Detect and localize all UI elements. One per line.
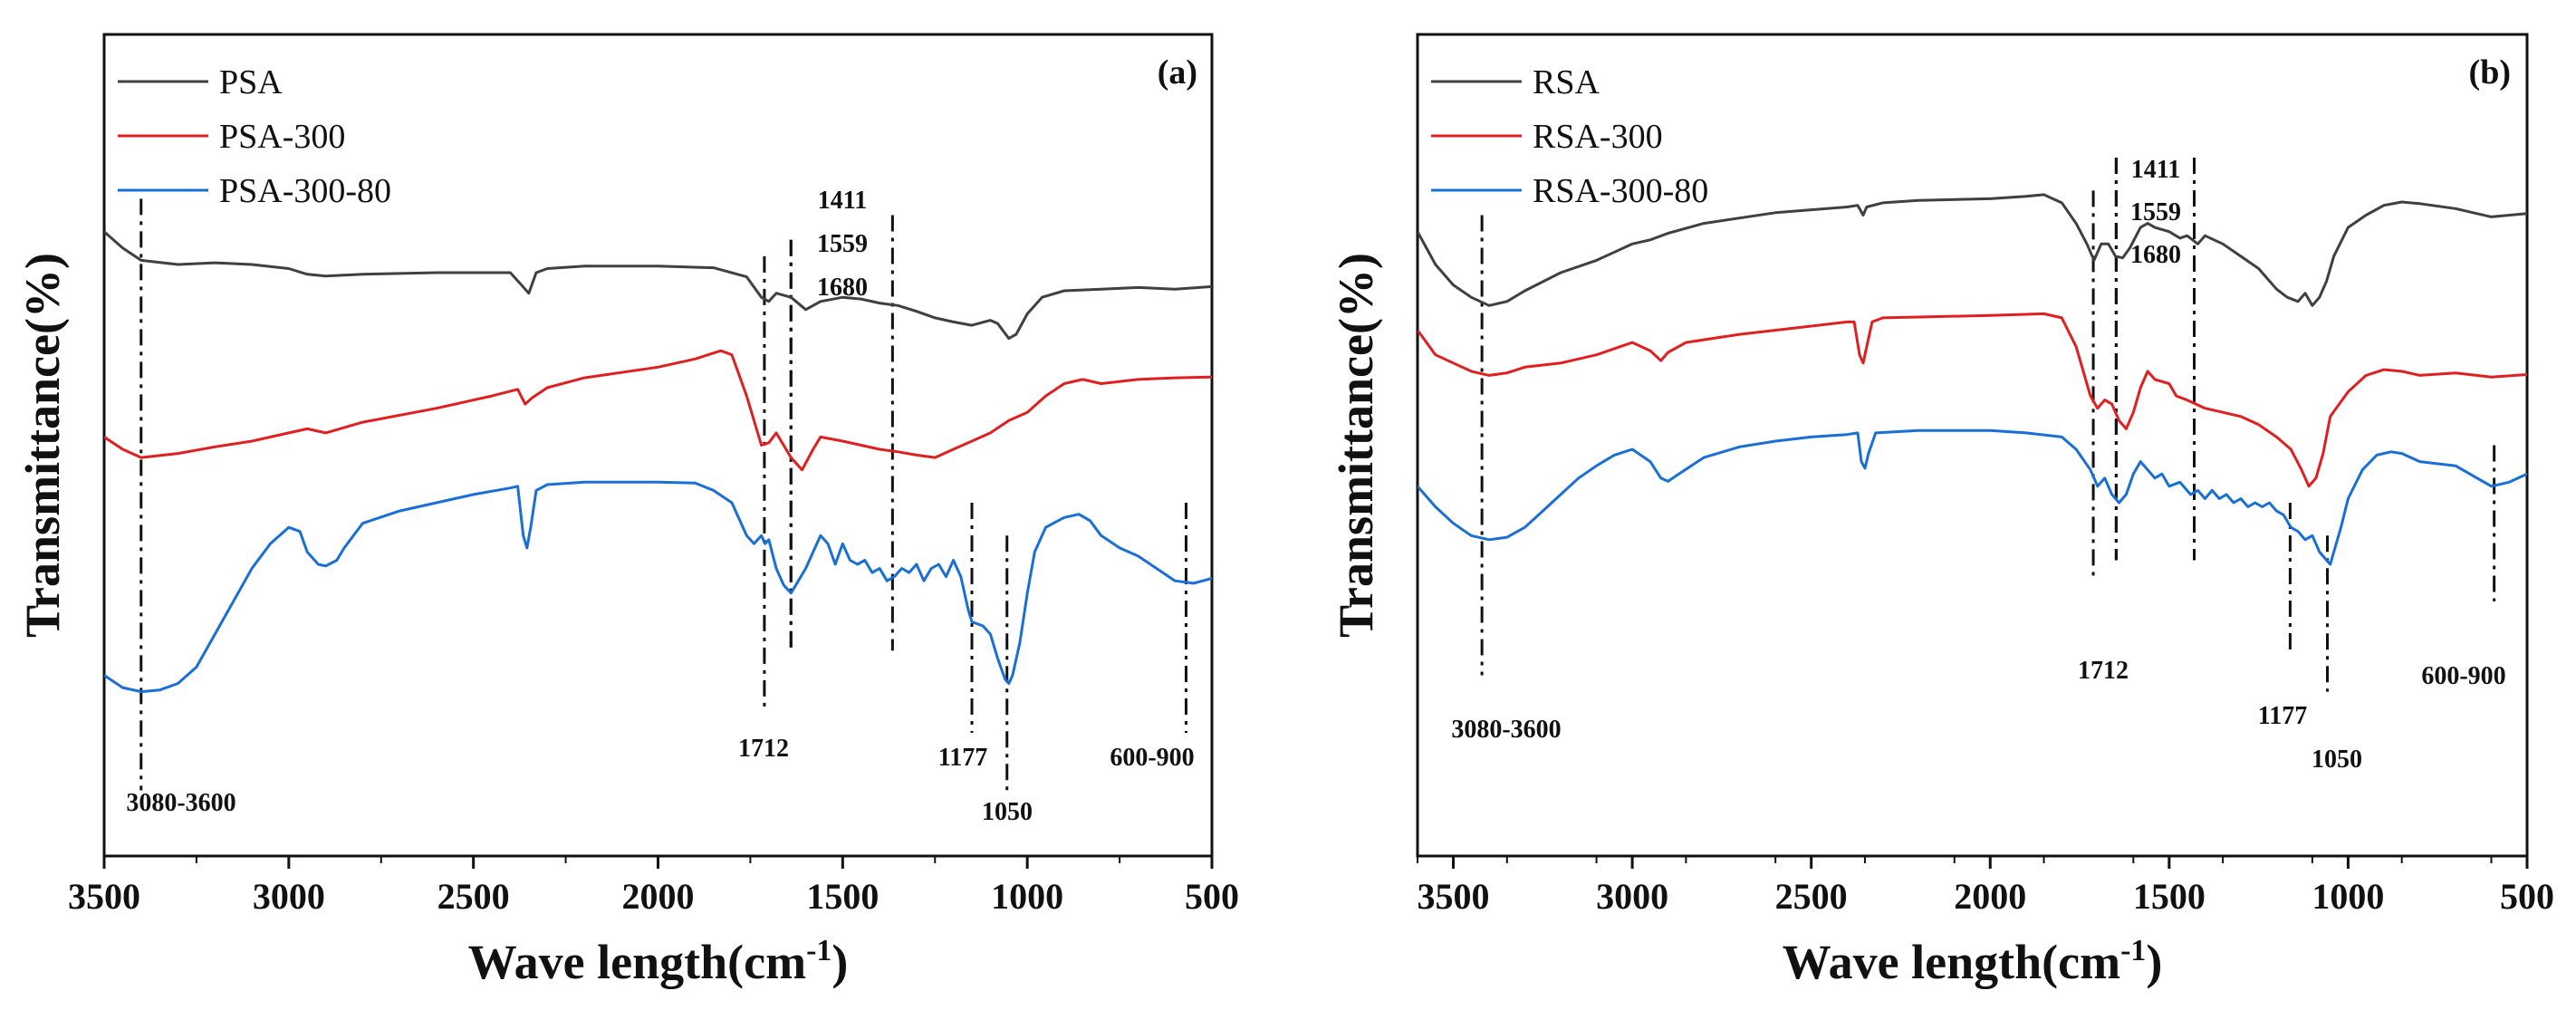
annotation-label: 3080-3600 [126,789,235,817]
plot-frame [1416,33,2529,858]
x-tick-label: 3500 [1418,876,1490,917]
x-tick-label: 2500 [1775,876,1848,917]
series-line-rsa-300-80 [1418,428,2527,566]
series-line-psa-300-80 [104,480,1212,694]
annotation-label: 3080-3600 [1451,716,1561,744]
annotation-label: 1559 [2130,198,2181,226]
x-tick-label: 500 [1185,876,1239,917]
panel-label: (b) [2469,53,2511,91]
x-tick-label: 1500 [2133,876,2206,917]
x-tick-label: 500 [2500,876,2554,917]
x-tick-label: 3500 [68,876,140,917]
annotation-label: 1712 [738,735,789,763]
series-line-rsa [1418,193,2527,307]
chart-panel-a: 3500 3000 2500 2000 1500 1000 500 Wave length(c… [15,33,1239,989]
x-tick-label: 1000 [2312,876,2384,917]
annotation-label: 600-900 [2421,662,2505,690]
chart-panel-b: 3500 3000 2500 2000 1500 1000 500 Wave length(c… [1329,33,2554,989]
annotation-label: 1411 [2131,156,2180,184]
panel-label: (a) [1158,53,1197,91]
annotation-label: 600-900 [1110,744,1194,772]
legend-label: PSA-300 [219,118,345,156]
y-axis-title: Transmittance(%) [1329,253,1383,638]
series-line-psa-300 [104,349,1212,472]
annotation-label: 1050 [982,798,1033,826]
x-tick-label: 2500 [437,876,510,917]
x-tick-label: 3000 [253,876,325,917]
x-tick-label: 1000 [991,876,1063,917]
series-line-psa [104,230,1212,341]
plot-frame [102,33,1214,858]
legend-label: PSA-300-80 [219,172,391,210]
x-tick-label: 2000 [622,876,695,917]
annotation-label: 1050 [2312,745,2362,774]
annotation-label: 1712 [2078,657,2129,685]
annotation-label: 1559 [817,230,868,258]
annotation-label: 1411 [818,187,867,215]
legend-label: RSA-300 [1533,118,1663,156]
x-axis-title: Wave length(cm-1) [468,934,849,989]
x-axis-title: Wave length(cm-1) [1783,934,2163,989]
series-line-rsa-300 [1418,312,2527,488]
x-tick-label: 1500 [806,876,879,917]
legend-label: RSA-300-80 [1533,172,1708,210]
legend-label: PSA [219,63,283,101]
annotation-label: 1680 [2130,241,2181,269]
y-axis-title: Transmittance(%) [15,253,70,638]
legend-label: RSA [1533,63,1600,101]
annotation-label: 1177 [938,744,987,772]
x-tick-label: 3000 [1596,876,1668,917]
annotation-label: 1177 [2258,702,2307,730]
x-tick-label: 2000 [1954,876,2026,917]
